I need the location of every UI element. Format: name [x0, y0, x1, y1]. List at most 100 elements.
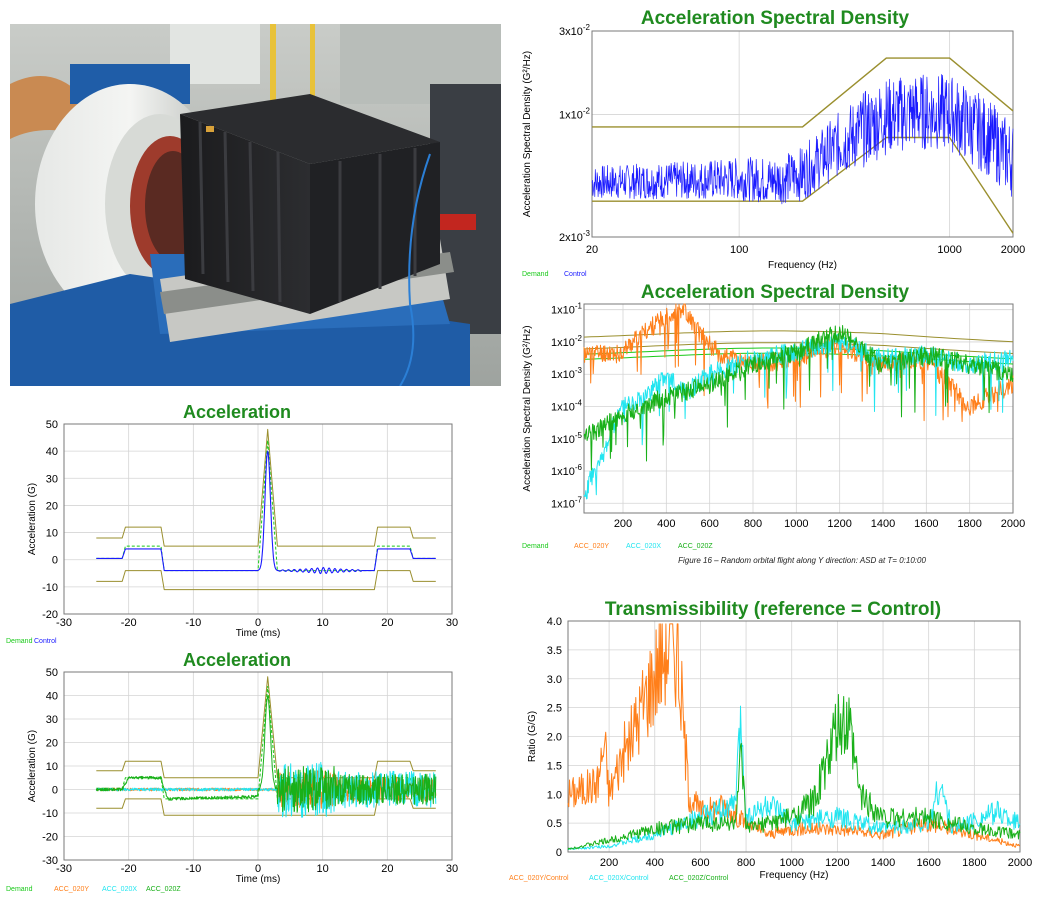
demand-line — [583, 330, 1014, 343]
x-tick-label: 1600 — [916, 857, 940, 869]
x-tick-label: 200 — [614, 518, 632, 530]
x-tick-label: 400 — [646, 857, 664, 869]
y-tick-label: 10 — [46, 761, 58, 773]
demand-line — [583, 342, 1014, 354]
y-tick-label: 1x10-7 — [551, 495, 583, 510]
legend-entry: Control — [34, 638, 57, 645]
x-tick-label: 0 — [255, 617, 261, 629]
series-line-acc_020x — [583, 333, 1014, 500]
x-tick-label: 30 — [446, 617, 458, 629]
y-tick-label: 1.5 — [547, 760, 562, 772]
demand-line — [96, 676, 436, 779]
y-tick-label: 50 — [46, 667, 58, 679]
legend-entry: ACC_020Z/Control — [669, 875, 729, 882]
x-tick-label: 1000 — [937, 244, 961, 256]
y-tick-label: -20 — [42, 609, 58, 621]
acceleration-bottom-svg: Acceleration -30 -20 -10 0 10 20 30 50 40 30 20 10 0… — [6, 650, 458, 893]
y-tick-label: 1x10-2 — [559, 107, 591, 122]
x-tick-label: 1600 — [914, 518, 938, 530]
x-tick-label: 100 — [730, 244, 748, 256]
series-line-acc_020y — [583, 303, 1014, 422]
x-tick-label: -10 — [185, 617, 201, 629]
plot-frame — [591, 30, 1014, 238]
x-tick-label: 20 — [381, 863, 393, 875]
x-tick-label: 1200 — [825, 857, 849, 869]
x-tick-label: 1000 — [779, 857, 803, 869]
asd-top-chart: Acceleration Spectral Density 20 100 1000 2… — [510, 4, 1050, 282]
x-tick-label: 2000 — [1008, 857, 1032, 869]
y-axis-label: Acceleration Spectral Density (G²/Hz) — [522, 51, 533, 217]
y-tick-label: 40 — [46, 446, 58, 458]
test-setup-photo — [10, 24, 501, 386]
figure-caption: Figure 16 – Random orbital flight along … — [678, 556, 926, 565]
y-tick-label: 30 — [46, 473, 58, 485]
legend-entry: ACC_020Y — [54, 886, 89, 893]
acceleration-bottom-chart: Acceleration -30 -20 -10 0 10 20 30 50 40 30 20 10 0… — [0, 646, 470, 900]
transmissibility-svg: Transmissibility (reference = Control) 2… — [509, 599, 1032, 882]
demand-line — [96, 798, 436, 816]
plot-frame — [63, 423, 453, 615]
y-axis-label: Acceleration (G) — [27, 730, 38, 802]
x-tick-label: -20 — [121, 863, 137, 875]
legend-entry: ACC_020X — [102, 886, 137, 893]
x-tick-label: 0 — [255, 863, 261, 875]
control-line — [96, 450, 436, 575]
series-line-acc_020z — [95, 695, 437, 813]
chart-title: Acceleration — [183, 650, 291, 670]
legend-entry: Control — [564, 271, 587, 278]
x-tick-label: -10 — [185, 863, 201, 875]
y-tick-label: 2.5 — [547, 703, 562, 715]
x-tick-label: -30 — [56, 863, 72, 875]
demand-line — [96, 428, 436, 547]
acceleration-top-chart: Acceleration -30 -20 -10 0 10 20 30 50 40 30 20 10 0… — [0, 398, 470, 648]
plot-frame — [567, 620, 1021, 853]
y-tick-label: 10 — [46, 528, 58, 540]
x-axis-label: Time (ms) — [236, 874, 281, 885]
x-tick-label: 1800 — [957, 518, 981, 530]
series-line-acc_020z — [583, 325, 1014, 471]
chart-title: Acceleration — [183, 402, 291, 422]
x-tick-label: 1400 — [871, 857, 895, 869]
y-tick-label: 1x10-2 — [551, 334, 583, 349]
asd-mid-svg: Acceleration Spectral Density 200 400 600 8… — [522, 282, 1025, 565]
x-tick-label: 600 — [700, 518, 718, 530]
y-tick-label: 0 — [52, 555, 58, 567]
y-tick-label: 2.0 — [547, 732, 562, 744]
x-tick-label: 1400 — [871, 518, 895, 530]
y-tick-label: 0 — [556, 847, 562, 859]
series-line — [567, 623, 1021, 848]
demand-line — [96, 570, 436, 591]
legend-entry: Demand — [522, 543, 549, 550]
x-tick-label: 200 — [600, 857, 618, 869]
legend-entry: ACC_020Y — [574, 543, 609, 550]
y-tick-label: 1x10-4 — [551, 398, 583, 413]
y-tick-label: 0.5 — [547, 818, 562, 830]
legend-entry: Demand — [6, 638, 33, 645]
legend-entry: Demand — [522, 271, 549, 278]
plot-frame — [63, 671, 453, 861]
shaker-photo-illustration — [10, 24, 501, 386]
x-tick-label: 2000 — [1001, 244, 1025, 256]
legend-entry: ACC_020Z — [146, 886, 181, 893]
y-tick-label: -20 — [42, 832, 58, 844]
demand-target-line — [96, 686, 436, 800]
x-axis-label: Frequency (Hz) — [760, 870, 829, 881]
x-tick-label: 20 — [381, 617, 393, 629]
y-tick-label: 1x10-6 — [551, 463, 583, 478]
acceleration-top-svg: Acceleration -30 -20 -10 0 10 20 3050403020100… — [6, 402, 458, 645]
legend-entry: ACC_020X — [626, 543, 661, 550]
x-tick-label: 10 — [317, 863, 329, 875]
y-tick-label: 3.5 — [547, 645, 562, 657]
legend-entry: ACC_020Y/Control — [509, 875, 569, 882]
y-tick-label: -30 — [42, 855, 58, 867]
y-tick-label: 20 — [46, 738, 58, 750]
y-tick-label: 4.0 — [547, 616, 562, 628]
series-line — [567, 694, 1021, 850]
x-tick-label: 10 — [317, 617, 329, 629]
x-tick-label: 1000 — [784, 518, 808, 530]
y-axis-label: Acceleration Spectral Density (G²/Hz) — [522, 325, 533, 491]
y-axis-label: Ratio (G/G) — [527, 711, 538, 762]
x-tick-label: -20 — [121, 617, 137, 629]
x-axis-label: Frequency (Hz) — [768, 260, 837, 271]
asd-top-svg: Acceleration Spectral Density 20 100 1000 2… — [522, 8, 1025, 278]
